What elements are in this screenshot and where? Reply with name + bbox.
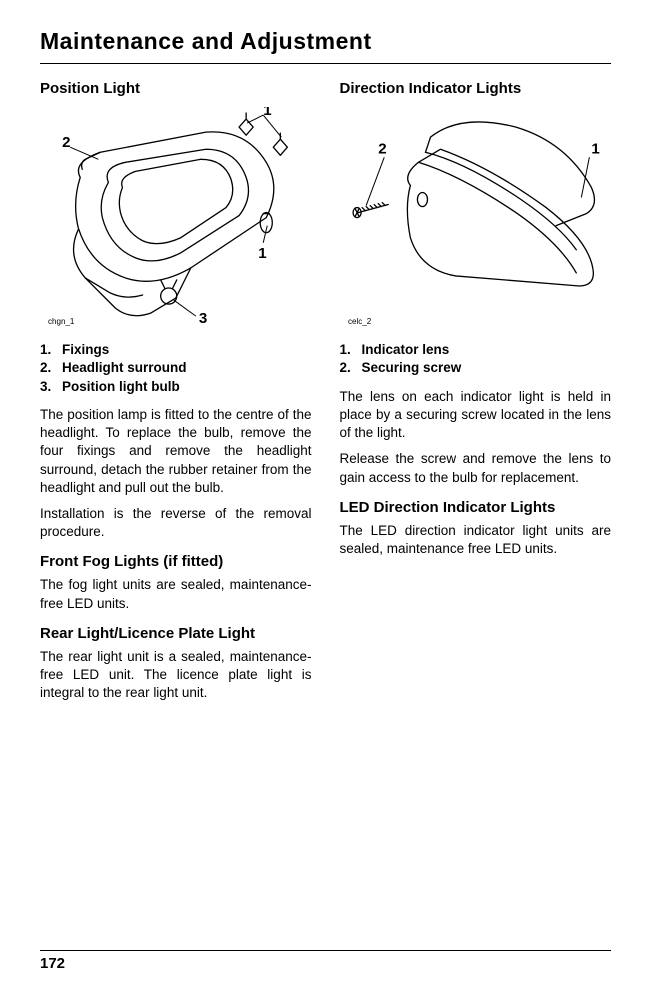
led-heading: LED Direction Indicator Lights bbox=[340, 499, 612, 516]
position-light-legend: 1.Fixings 2.Headlight surround 3.Positio… bbox=[40, 341, 312, 396]
position-light-figure: 1 2 1 3 chgn_1 bbox=[40, 107, 312, 328]
position-para-2: Installation is the reverse of the remov… bbox=[40, 505, 312, 541]
figure-ref-2: celc_2 bbox=[348, 317, 372, 326]
indicator-heading: Direction Indicator Lights bbox=[340, 80, 612, 97]
fog-para-1: The fog light units are sealed, maintena… bbox=[40, 576, 312, 612]
rear-para-1: The rear light unit is a sealed, mainten… bbox=[40, 648, 312, 703]
legend-item: 1.Indicator lens bbox=[340, 341, 612, 359]
callout-3: 3 bbox=[199, 310, 207, 327]
legend-item: 2.Securing screw bbox=[340, 359, 612, 377]
position-para-1: The position lamp is fitted to the centr… bbox=[40, 406, 312, 497]
legend-num: 2. bbox=[340, 359, 362, 377]
legend-num: 3. bbox=[40, 378, 62, 396]
position-light-heading: Position Light bbox=[40, 80, 312, 97]
callout-2b: 2 bbox=[378, 140, 386, 157]
legend-text: Indicator lens bbox=[362, 342, 450, 357]
fog-heading: Front Fog Lights (if fitted) bbox=[40, 553, 312, 570]
legend-item: 2.Headlight surround bbox=[40, 359, 312, 377]
led-para-1: The LED direction indicator light units … bbox=[340, 522, 612, 558]
callout-1c: 1 bbox=[591, 140, 599, 157]
indicator-para-1: The lens on each indicator light is held… bbox=[340, 388, 612, 443]
title-rule bbox=[40, 63, 611, 64]
indicator-figure: 2 1 celc_2 bbox=[340, 107, 612, 328]
callout-1b: 1 bbox=[258, 245, 266, 262]
left-column: Position Light bbox=[40, 80, 312, 711]
page-container: Maintenance and Adjustment Position Ligh… bbox=[0, 0, 651, 711]
indicator-para-2: Release the screw and remove the lens to… bbox=[340, 450, 612, 486]
callout-1a: 1 bbox=[263, 107, 271, 119]
legend-text: Headlight surround bbox=[62, 360, 187, 375]
right-column: Direction Indicator Lights bbox=[340, 80, 612, 711]
legend-text: Fixings bbox=[62, 342, 109, 357]
callout-2: 2 bbox=[62, 134, 70, 151]
rear-heading: Rear Light/Licence Plate Light bbox=[40, 625, 312, 642]
column-layout: Position Light bbox=[40, 80, 611, 711]
figure-ref-1: chgn_1 bbox=[48, 317, 75, 326]
indicator-legend: 1.Indicator lens 2.Securing screw bbox=[340, 341, 612, 377]
legend-num: 1. bbox=[40, 341, 62, 359]
legend-num: 1. bbox=[340, 341, 362, 359]
legend-item: 1.Fixings bbox=[40, 341, 312, 359]
legend-num: 2. bbox=[40, 359, 62, 377]
page-number: 172 bbox=[40, 955, 611, 972]
footer-rule bbox=[40, 950, 611, 951]
legend-text: Securing screw bbox=[362, 360, 462, 375]
chapter-title: Maintenance and Adjustment bbox=[40, 28, 611, 55]
legend-text: Position light bulb bbox=[62, 379, 180, 394]
legend-item: 3.Position light bulb bbox=[40, 378, 312, 396]
page-footer: 172 bbox=[40, 950, 611, 972]
